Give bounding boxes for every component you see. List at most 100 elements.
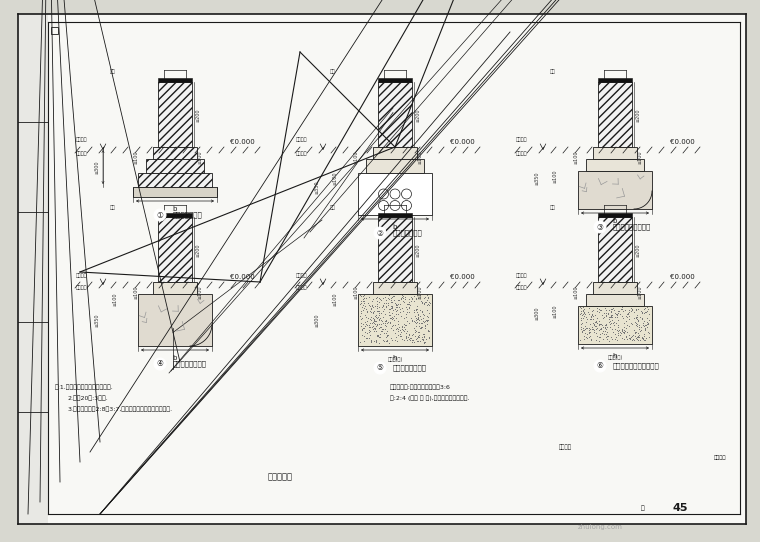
Text: 三合土(灰): 三合土(灰): [388, 358, 403, 363]
Bar: [146, 159, 204, 173]
Bar: [373, 147, 417, 159]
Bar: [366, 159, 424, 173]
Text: 45: 45: [673, 503, 688, 513]
Text: 生土墙三合土基础: 生土墙三合土基础: [393, 365, 427, 371]
Text: 生土墙基础: 生土墙基础: [268, 473, 293, 481]
Text: 生墙: 生墙: [110, 69, 116, 74]
Bar: [578, 171, 652, 209]
Text: 室内地面: 室内地面: [75, 151, 87, 156]
Bar: [598, 82, 632, 147]
Text: 室外标高: 室外标高: [515, 273, 527, 278]
Text: 图集编号: 图集编号: [714, 455, 727, 460]
Bar: [158, 78, 192, 82]
Bar: [598, 213, 632, 217]
Text: 共: 共: [641, 505, 645, 511]
Text: 3.其他做法配比2:8或3:7,千分之一到分之三混合版压实.: 3.其他做法配比2:8或3:7,千分之一到分之三混合版压实.: [68, 406, 173, 412]
Text: €0.000: €0.000: [230, 274, 255, 280]
Text: 室外标高: 室外标高: [75, 273, 87, 278]
Text: €0.000: €0.000: [670, 139, 695, 145]
Text: ≥100: ≥100: [574, 285, 578, 299]
Text: ①: ①: [157, 210, 163, 220]
Text: 生土墙碗形基础: 生土墙碗形基础: [173, 212, 203, 218]
Text: zhulong.com: zhulong.com: [578, 524, 622, 530]
Text: h: h: [393, 355, 397, 361]
Bar: [158, 217, 192, 282]
Bar: [358, 294, 432, 346]
Text: ≥100: ≥100: [333, 292, 337, 306]
Bar: [578, 306, 652, 344]
Text: ⑥: ⑥: [597, 362, 603, 371]
Text: 生土墙三合土平形石基础: 生土墙三合土平形石基础: [613, 363, 660, 369]
Circle shape: [594, 360, 606, 372]
Text: 生墙: 生墙: [330, 69, 336, 74]
Bar: [51, 27, 58, 34]
Text: 三合土(灰): 三合土(灰): [607, 356, 622, 360]
Text: ≥300: ≥300: [534, 306, 540, 320]
Text: ≥100: ≥100: [353, 285, 359, 299]
Text: €0.000: €0.000: [670, 274, 695, 280]
Text: 室内地面: 室内地面: [296, 286, 307, 291]
Bar: [138, 294, 212, 346]
Text: 砖石砖砖砖:三合土配合比例为3:6: 砖石砖砖砖:三合土配合比例为3:6: [390, 384, 451, 390]
Circle shape: [374, 227, 386, 239]
Text: €0.000: €0.000: [230, 139, 255, 145]
Text: 注:1.基础回填土要分层夯实复实.: 注:1.基础回填土要分层夯实复实.: [55, 384, 114, 390]
Text: ≥100: ≥100: [198, 285, 202, 299]
Text: b: b: [173, 206, 177, 212]
Text: 2.砖基20灰:3灰浆.: 2.砖基20灰:3灰浆.: [68, 395, 109, 401]
Text: ≥350: ≥350: [534, 171, 540, 185]
Bar: [598, 217, 632, 282]
Text: 破:2:4 (石灰 砂 土),码头截面尺寸不一列.: 破:2:4 (石灰 砂 土),码头截面尺寸不一列.: [390, 395, 470, 401]
Bar: [138, 173, 212, 187]
Text: ≥100: ≥100: [553, 304, 558, 318]
Text: 生墙: 生墙: [110, 204, 116, 210]
Text: €0.000: €0.000: [450, 274, 475, 280]
Text: ≥100: ≥100: [353, 150, 359, 164]
Text: b: b: [173, 355, 177, 361]
Text: 室外标高: 室外标高: [515, 138, 527, 143]
Text: ③: ③: [597, 223, 603, 231]
Text: ≥100: ≥100: [134, 285, 138, 299]
Text: ≥100: ≥100: [198, 150, 202, 164]
Text: 生土墙平形砖石基础: 生土墙平形砖石基础: [613, 224, 651, 230]
Bar: [158, 213, 192, 217]
Text: 室外标高: 室外标高: [296, 138, 307, 143]
Text: 室内地面: 室内地面: [75, 286, 87, 291]
Text: b: b: [613, 218, 617, 224]
Text: ≥200: ≥200: [196, 108, 201, 122]
Bar: [133, 187, 217, 197]
Bar: [153, 147, 197, 159]
Circle shape: [374, 362, 386, 374]
Text: ⑤: ⑤: [376, 364, 384, 372]
Bar: [586, 159, 644, 171]
Bar: [378, 82, 412, 147]
Text: ≥300: ≥300: [315, 313, 319, 327]
Circle shape: [594, 221, 606, 233]
Bar: [358, 173, 432, 215]
Text: ≥200: ≥200: [636, 243, 641, 257]
Bar: [378, 217, 412, 282]
Text: ≥200: ≥200: [636, 108, 641, 122]
Bar: [593, 282, 637, 294]
Text: ≥200: ≥200: [416, 243, 421, 257]
Text: 室内地面: 室内地面: [296, 151, 307, 156]
Circle shape: [154, 209, 166, 221]
Text: ≥100: ≥100: [553, 169, 558, 183]
Text: 生土墙砖石基础: 生土墙砖石基础: [393, 230, 423, 236]
Text: ≥200: ≥200: [196, 243, 201, 257]
Text: ≥100: ≥100: [574, 150, 578, 164]
Text: 室内地面: 室内地面: [515, 151, 527, 156]
Text: 生土墙平形石基础: 生土墙平形石基础: [173, 360, 207, 367]
Text: ≥100: ≥100: [417, 150, 423, 164]
Text: 生墙: 生墙: [330, 204, 336, 210]
Bar: [158, 82, 192, 147]
Text: 图集名称: 图集名称: [559, 444, 572, 450]
Text: ≥200: ≥200: [416, 108, 421, 122]
Text: 生墙: 生墙: [550, 69, 556, 74]
Text: ≥100: ≥100: [638, 285, 642, 299]
Bar: [598, 78, 632, 82]
Circle shape: [154, 358, 166, 370]
Bar: [373, 282, 417, 294]
Text: ≥300: ≥300: [94, 160, 100, 174]
Text: ≥100: ≥100: [333, 171, 337, 185]
